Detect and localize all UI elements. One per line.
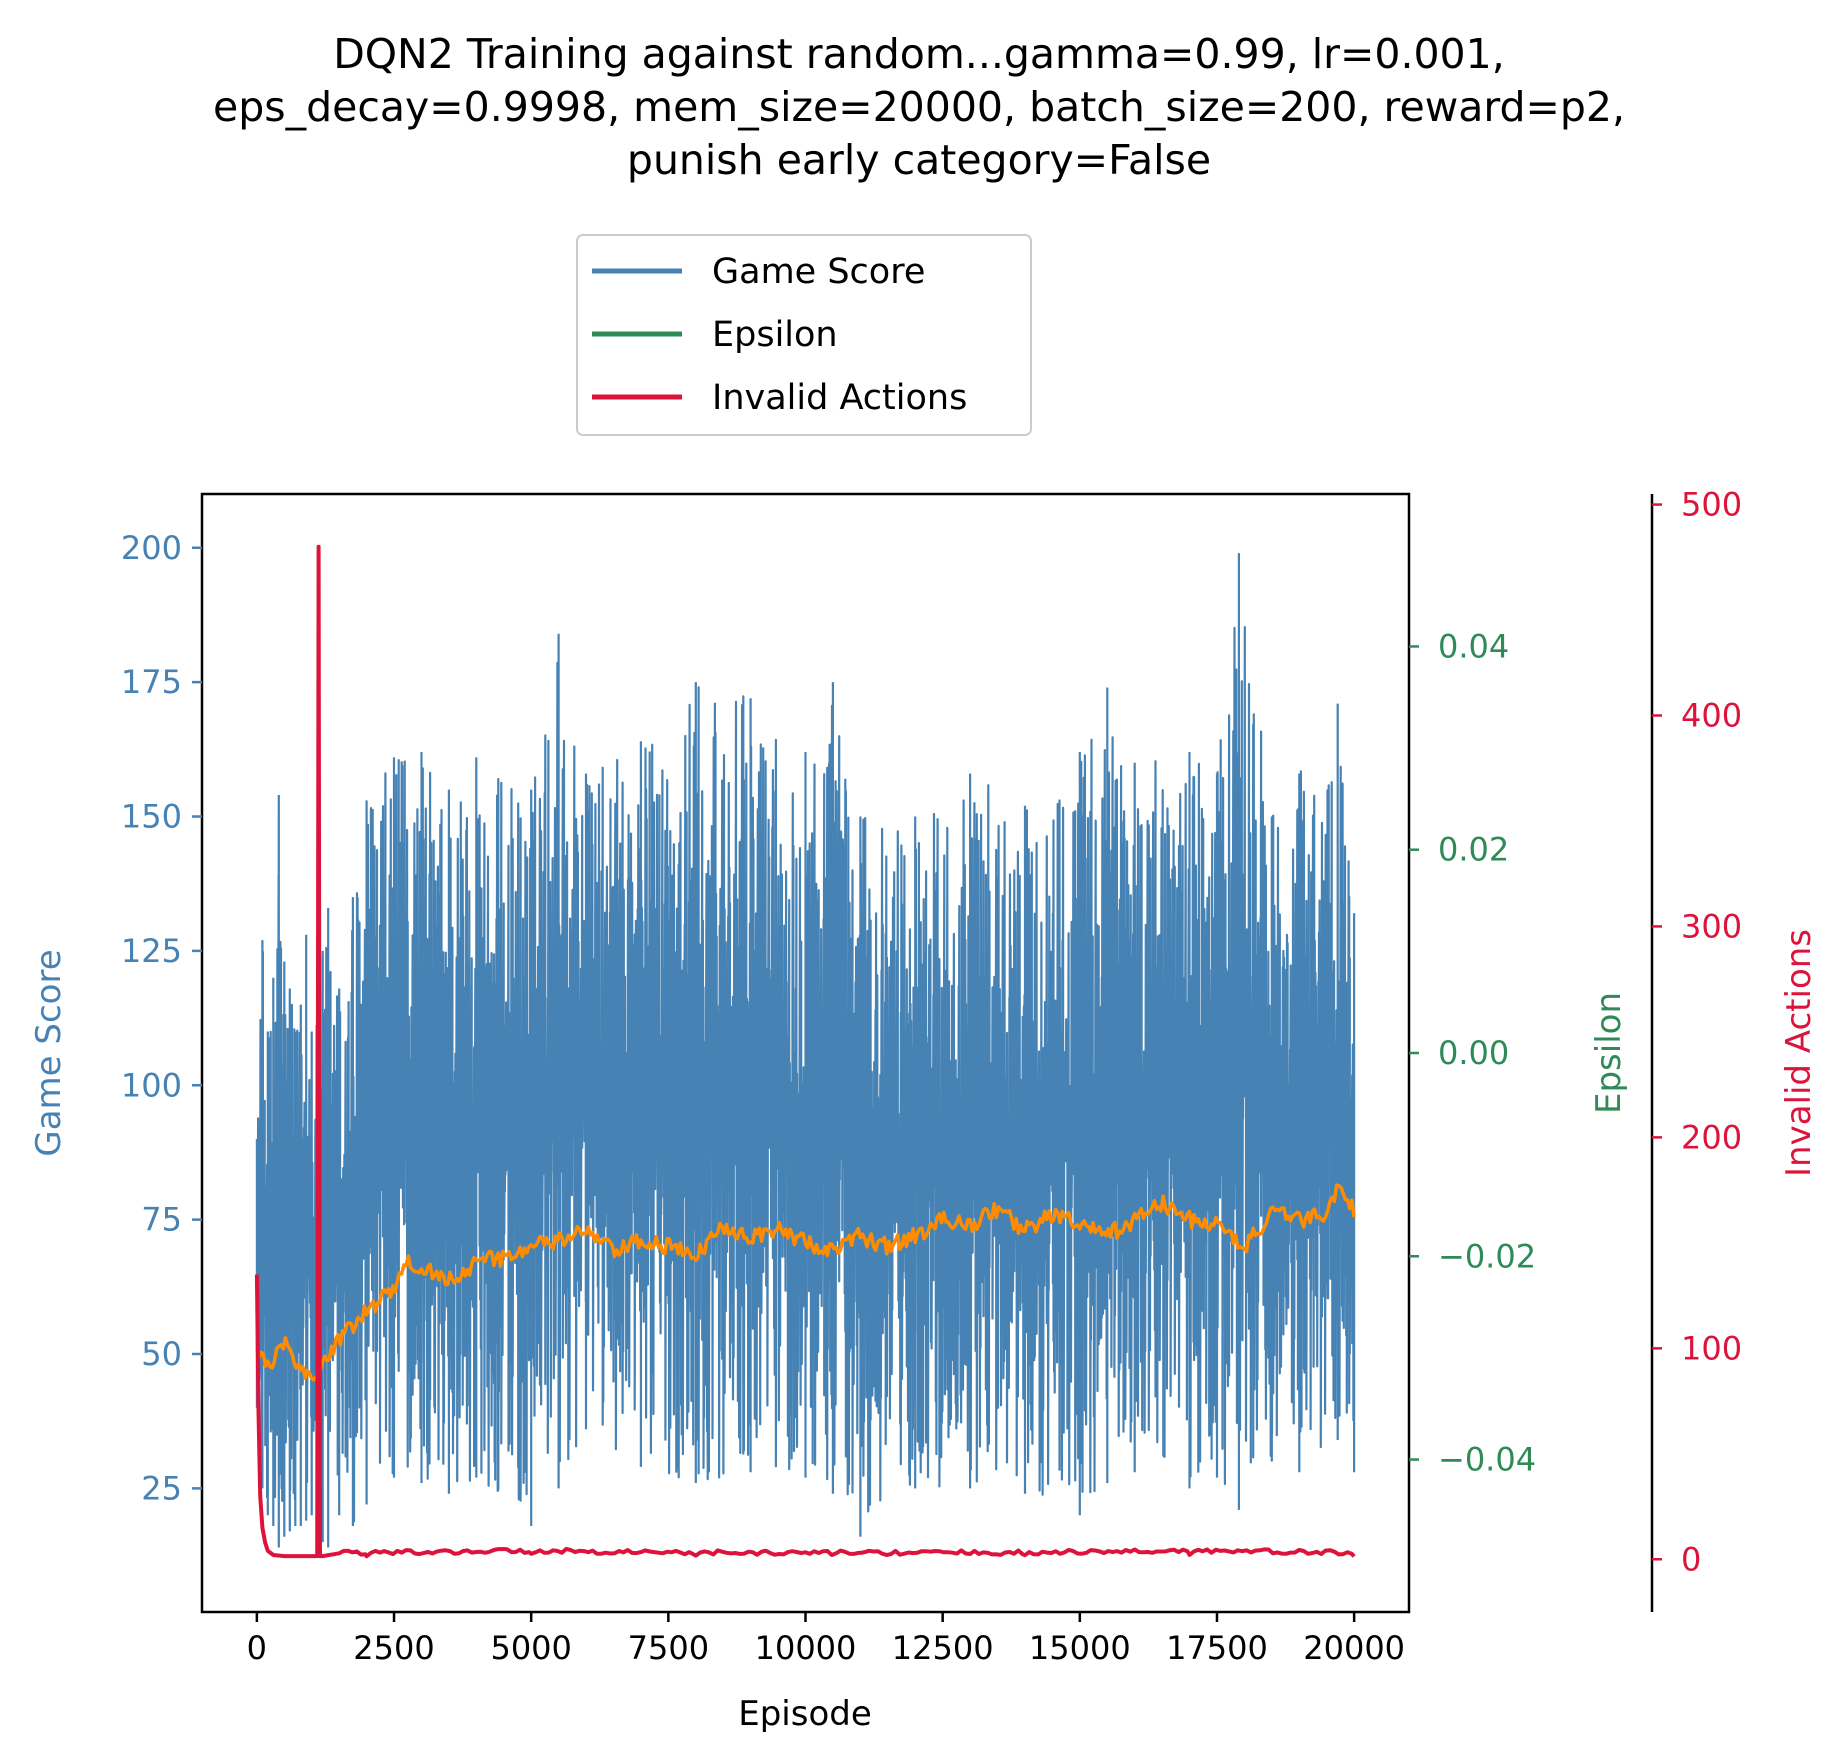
epsilon-y-tick-label: 0.04 — [1438, 627, 1509, 665]
invalid-y-tick-label: 0 — [1681, 1540, 1701, 1578]
invalid-y-tick-label: 400 — [1681, 696, 1742, 734]
left-y-tick-label: 100 — [121, 1066, 182, 1104]
invalid-y-tick-label: 500 — [1681, 486, 1742, 524]
x-tick-label: 2500 — [353, 1629, 434, 1667]
legend-epsilon-label: Epsilon — [712, 315, 838, 355]
left-y-tick-label: 25 — [141, 1469, 182, 1507]
left-y-tick-label: 50 — [141, 1335, 182, 1373]
chart-title-line-1: DQN2 Training against random...gamma=0.9… — [333, 30, 1505, 78]
legend-game-score-label: Game Score — [712, 252, 925, 292]
legend: Game Score Epsilon Invalid Actions — [576, 234, 1032, 436]
x-tick-label: 12500 — [892, 1629, 994, 1667]
epsilon-y-tick-label: 0.00 — [1438, 1034, 1509, 1072]
x-tick-label: 5000 — [490, 1629, 571, 1667]
y-axis-label-invalid-actions: Invalid Actions — [1779, 929, 1819, 1177]
x-tick-label: 7500 — [628, 1629, 709, 1667]
x-tick-label: 15000 — [1029, 1629, 1131, 1667]
y-axis-label-epsilon: Epsilon — [1589, 992, 1629, 1114]
invalid-y-tick-label: 200 — [1681, 1118, 1742, 1156]
left-y-tick-label: 75 — [141, 1201, 182, 1239]
axes-layer: 0 2500 5000 7500 10000 12500 15000 17500 2000025… — [121, 486, 1742, 1667]
epsilon-y-tick-label: 0.02 — [1438, 831, 1509, 869]
x-tick-label: 10000 — [755, 1629, 857, 1667]
x-tick-label: 20000 — [1303, 1629, 1405, 1667]
x-tick-label: 0 — [247, 1629, 267, 1667]
y-axis-label-game-score: Game Score — [29, 949, 69, 1156]
series-layer — [254, 544, 1356, 1559]
x-tick-label: 17500 — [1166, 1629, 1268, 1667]
x-axis-label: Episode — [738, 1694, 872, 1734]
game-score-line — [255, 553, 1356, 1548]
left-y-tick-label: 125 — [121, 932, 182, 970]
left-y-tick-label: 150 — [121, 798, 182, 836]
chart-title-line-3: punish early category=False — [627, 136, 1211, 184]
legend-invalid-actions-label: Invalid Actions — [712, 378, 967, 418]
epsilon-y-tick-label: −0.02 — [1438, 1237, 1536, 1275]
epsilon-y-tick-label: −0.04 — [1438, 1441, 1536, 1479]
invalid-y-tick-label: 100 — [1681, 1329, 1742, 1367]
left-y-tick-label: 175 — [121, 663, 182, 701]
left-y-tick-label: 200 — [121, 529, 182, 567]
invalid-actions-line — [254, 544, 1356, 1559]
moving-average-line — [255, 1183, 1356, 1382]
invalid-y-tick-label: 300 — [1681, 907, 1742, 945]
legend-frame — [576, 234, 1032, 436]
chart-title-line-2: eps_decay=0.9998, mem_size=20000, batch_… — [213, 83, 1625, 131]
